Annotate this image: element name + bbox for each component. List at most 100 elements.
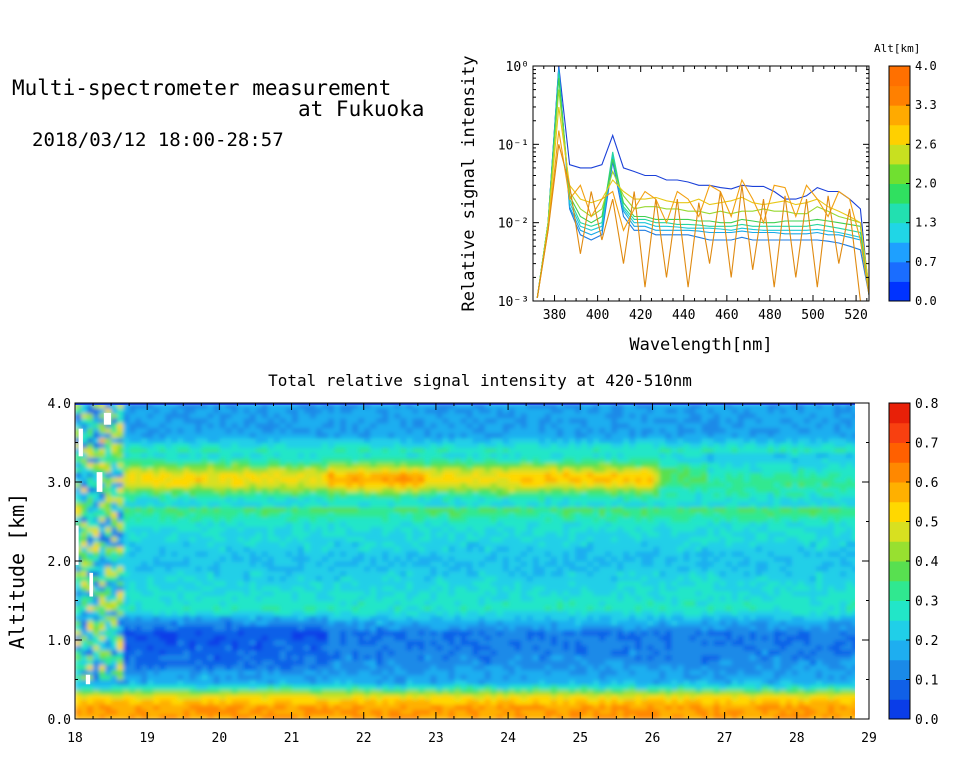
heatmap-cell — [93, 412, 100, 419]
heatmap-cell — [165, 699, 172, 705]
heatmap-cell — [177, 472, 185, 478]
heatmap-cell — [285, 551, 293, 557]
heatmap-cell — [418, 684, 426, 690]
heatmap-cell — [141, 649, 148, 656]
heatmap-cell — [382, 664, 389, 671]
heatmap-cell — [466, 615, 474, 621]
heatmap-cell — [213, 506, 221, 513]
heatmap-cell — [147, 590, 154, 597]
heatmap-cell — [328, 442, 335, 449]
heatmap-cell — [75, 417, 82, 424]
heatmap-cell — [87, 595, 94, 602]
heatmap-cell — [279, 620, 287, 626]
heatmap-cell — [448, 630, 456, 636]
heatmap-cell — [285, 640, 293, 646]
heatmap-cell — [430, 654, 438, 661]
heatmap-cell — [261, 649, 269, 656]
heatmap-cell — [406, 600, 413, 607]
heatmap-cell — [261, 452, 269, 458]
heatmap-cell — [346, 709, 353, 715]
heatmap-cell — [406, 689, 413, 695]
heatmap-cell — [328, 556, 335, 562]
heatmap-cell — [105, 511, 112, 518]
heatmap-cell — [334, 635, 341, 641]
heatmap-cell — [460, 585, 468, 592]
heatmap-cell — [309, 605, 317, 611]
heatmap-cell — [358, 477, 365, 483]
heatmap-cell — [340, 462, 347, 468]
heatmap-cell — [406, 659, 413, 666]
heatmap-cell — [315, 506, 323, 513]
heatmap-cell — [231, 472, 239, 478]
heatmap-cell — [135, 565, 142, 572]
heatmap-cell — [195, 486, 203, 493]
heatmap-cell — [177, 491, 185, 498]
heatmap-cell — [213, 600, 221, 607]
heatmap-cell — [520, 635, 528, 641]
heatmap-cell — [135, 511, 142, 518]
heatmap-cell — [297, 709, 305, 715]
heatmap-cell — [484, 482, 492, 488]
heatmap-cell — [370, 620, 377, 626]
heatmap-cell — [394, 541, 401, 547]
heatmap-cell — [418, 511, 426, 518]
heatmap-cell — [171, 422, 179, 429]
heatmap-cell — [424, 432, 432, 439]
heatmap-cell — [328, 684, 335, 690]
heatmap-cell — [123, 422, 130, 429]
heatmap-cell — [297, 590, 305, 597]
heatmap-cell — [328, 511, 335, 518]
heatmap-cell — [388, 432, 395, 439]
heatmap-cell — [159, 501, 166, 508]
heatmap-cell — [382, 649, 389, 656]
heatmap-cell — [231, 575, 239, 582]
heatmap-cell — [328, 565, 335, 572]
heatmap-cell — [484, 526, 492, 532]
heatmap-cell — [81, 630, 88, 636]
heatmap-cell — [129, 590, 136, 597]
heatmap-cell — [159, 422, 166, 429]
heatmap-cell — [81, 462, 88, 468]
altitude-colorbar-segment — [889, 183, 910, 204]
heatmap-cell — [141, 699, 148, 705]
heatmap-cell — [418, 546, 426, 552]
heatmap-cell — [135, 570, 142, 577]
heatmap-cell — [508, 561, 516, 567]
heatmap-cell — [508, 496, 516, 503]
heatmap-cell — [189, 561, 197, 567]
heatmap-cell — [195, 496, 203, 503]
heatmap-cell — [303, 590, 311, 597]
heatmap-cell — [352, 536, 359, 542]
heatmap-cell — [225, 452, 233, 458]
heatmap-cell — [430, 580, 438, 587]
heatmap-cell — [81, 605, 88, 611]
heatmap-cell — [376, 640, 383, 646]
heatmap-cell — [273, 531, 281, 537]
heatmap-cell — [273, 407, 281, 414]
heatmap-cell — [231, 620, 239, 626]
heatmap-cell — [508, 590, 516, 597]
heatmap-cell — [412, 699, 419, 705]
heatmap-cell — [358, 541, 365, 547]
heatmap-cell — [514, 412, 522, 419]
heatmap-cell — [430, 610, 438, 616]
heatmap-cell — [261, 610, 269, 616]
heatmap-cell — [490, 640, 498, 646]
heatmap-cell — [466, 447, 474, 453]
heatmap-cell — [129, 610, 136, 616]
heatmap-cell — [514, 501, 522, 508]
heatmap-cell — [117, 427, 124, 434]
heatmap-cell — [123, 590, 130, 597]
heatmap-cell — [177, 654, 185, 661]
heatmap-cell — [111, 595, 118, 602]
heatmap-cell — [111, 486, 118, 493]
heatmap-cell — [93, 417, 100, 424]
heatmap-cell — [502, 407, 510, 414]
heatmap-cell — [291, 689, 299, 695]
heatmap-cell — [466, 526, 474, 532]
heatmap-cell — [496, 575, 504, 582]
heatmap-cell — [436, 659, 444, 666]
heatmap-cell — [93, 546, 100, 552]
heatmap-cell — [484, 427, 492, 434]
heatmap-cell — [183, 635, 191, 641]
